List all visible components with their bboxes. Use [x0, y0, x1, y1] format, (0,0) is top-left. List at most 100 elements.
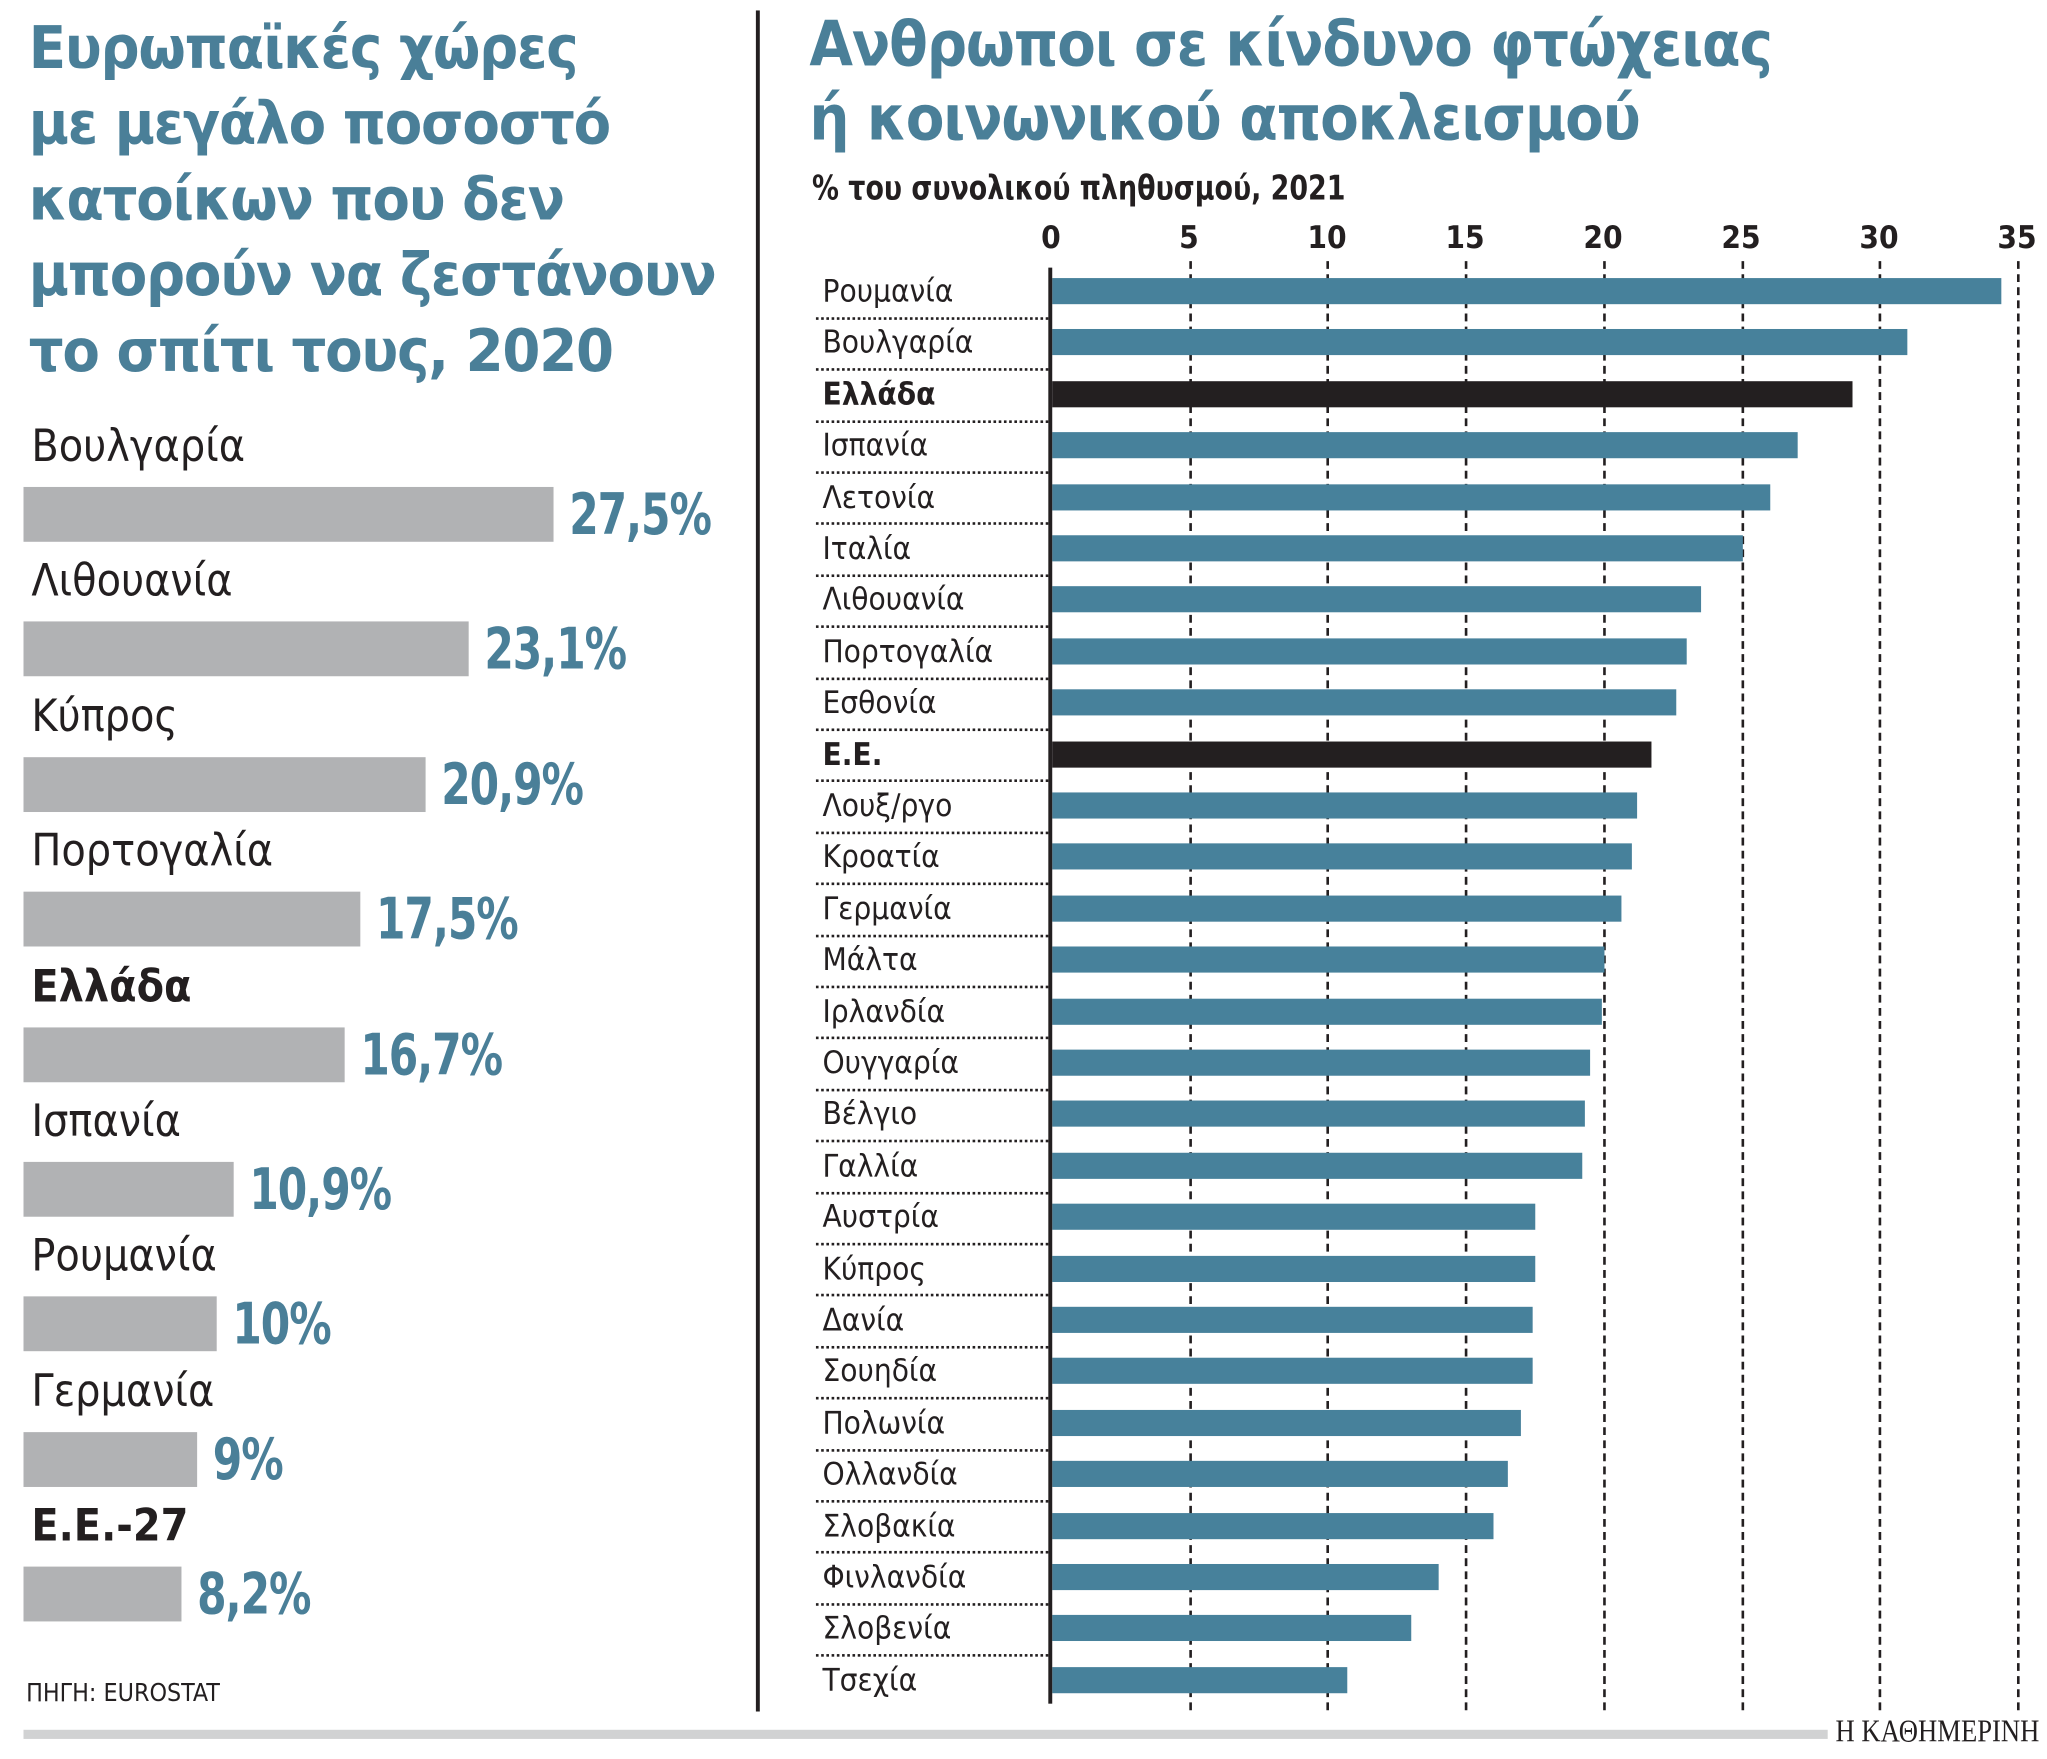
category-label: Πορτογαλία: [31, 825, 274, 878]
title-line: μπορούν να ζεστάνουν: [28, 240, 717, 310]
row-separator: [815, 316, 1049, 320]
right-chart-title: Ανθρωποι σε κίνδυνο φτώχειας ή κοινωνικο…: [809, 7, 1773, 157]
row-separator: [815, 1654, 1049, 1657]
category-label: Γερμανία: [31, 1365, 215, 1418]
y-axis-line: [1048, 267, 1053, 1704]
bar: [1052, 895, 1621, 922]
category-label: Γαλλία: [822, 1147, 919, 1184]
publisher-logo: Η ΚΑΘΗΜΕΡΙΝΗ: [1835, 1715, 2040, 1750]
row-separator: [815, 522, 1049, 526]
x-tick-label: 20: [1583, 219, 1623, 256]
x-tick-label: 10: [1307, 219, 1347, 256]
bar: [1052, 1563, 1439, 1591]
category-label: Μάλτα: [822, 941, 918, 979]
row-separator: [815, 1139, 1049, 1143]
category-label: Ελλάδα: [822, 375, 936, 413]
row-separator: [815, 676, 1049, 680]
title-line: Ανθρωποι σε κίνδυνο φτώχειας: [809, 7, 1773, 81]
bar: [1052, 432, 1798, 459]
data-label: 9%: [212, 1426, 284, 1494]
x-tick-label: 0: [1041, 219, 1061, 256]
bar: [1052, 278, 2002, 305]
row-separator: [815, 779, 1049, 783]
data-label: 17,5%: [376, 886, 519, 954]
category-label: Ολλανδία: [822, 1455, 958, 1493]
row-separator: [815, 1499, 1049, 1503]
source-note: ΠΗΓΗ: EUROSTAT: [26, 1678, 220, 1708]
data-label: 23,1%: [484, 616, 627, 684]
bar: [1052, 1409, 1522, 1436]
gridline: [2016, 261, 2020, 1711]
category-label: Ουγγαρία: [822, 1044, 959, 1081]
x-tick-label: 30: [1859, 219, 1899, 256]
title-line: με μεγάλο ποσοστό: [28, 88, 612, 158]
category-label: Ε.Ε.-27: [31, 1500, 189, 1553]
category-label: Εσθονία: [822, 684, 937, 721]
row-separator: [815, 1448, 1049, 1452]
gridline: [1878, 261, 1882, 1711]
category-label: Πολωνία: [822, 1404, 946, 1442]
column-divider: [755, 10, 760, 1712]
bar: [1052, 638, 1688, 665]
bar: [1052, 329, 1908, 356]
row-separator: [815, 1551, 1049, 1554]
title-line: Ευρωπαϊκές χώρες: [28, 13, 579, 83]
category-label: Ιρλανδία: [822, 992, 946, 1030]
row-separator: [815, 1191, 1049, 1194]
x-tick-label: 15: [1445, 219, 1485, 256]
row-separator: [815, 574, 1049, 577]
bar: [1052, 1461, 1508, 1488]
bar: [1052, 535, 1743, 562]
category-label: Λετονία: [822, 478, 936, 516]
bar: [23, 1431, 197, 1487]
bar: [1052, 586, 1701, 613]
bar: [1052, 1615, 1412, 1642]
gridline: [1740, 261, 1744, 1711]
title-line: το σπίτι τους, 2020: [28, 315, 614, 386]
category-label: Βέλγιο: [822, 1095, 918, 1133]
bar: [1052, 1512, 1494, 1539]
row-separator: [815, 728, 1049, 731]
row-separator: [815, 934, 1049, 937]
row-separator: [815, 368, 1049, 371]
bar: [1052, 380, 1853, 408]
bar: [1052, 1666, 1348, 1693]
title-line: κατοίκων που δεν: [28, 164, 565, 234]
category-label: Κύπρος: [31, 690, 178, 743]
row-separator: [815, 1036, 1049, 1040]
category-label: Σλοβενία: [822, 1610, 952, 1647]
category-label: Αυστρία: [822, 1198, 939, 1236]
gridline: [1602, 261, 1606, 1711]
bar: [1052, 1152, 1583, 1179]
row-separator: [815, 1602, 1049, 1606]
bar: [1052, 1306, 1533, 1333]
category-label: Ελλάδα: [31, 960, 192, 1013]
category-label: Ρουμανία: [822, 272, 954, 310]
row-separator: [815, 625, 1049, 629]
left-chart-title: Ευρωπαϊκές χώρες με μεγάλο ποσοστό κατοί…: [28, 10, 717, 389]
category-label: Φινλανδία: [822, 1558, 967, 1596]
row-separator: [815, 419, 1049, 423]
row-separator: [815, 985, 1049, 989]
x-tick-label: 35: [1997, 219, 2037, 256]
bar: [23, 486, 554, 542]
gridline: [1464, 261, 1468, 1711]
category-label: Λουξ/ργο: [822, 787, 953, 824]
bar: [1052, 689, 1677, 716]
gridline: [1326, 261, 1330, 1711]
bar: [1052, 1358, 1533, 1385]
bar: [1052, 946, 1605, 973]
category-label: Βουλγαρία: [31, 420, 246, 473]
bar: [1052, 1203, 1536, 1231]
category-label: Κύπρος: [822, 1250, 926, 1287]
row-separator: [815, 831, 1049, 834]
row-separator: [815, 1294, 1049, 1297]
gridline: [1188, 261, 1192, 1711]
data-label: 8,2%: [197, 1561, 311, 1629]
row-separator: [815, 471, 1049, 474]
row-separator: [815, 1242, 1049, 1246]
row-separator: [815, 1088, 1049, 1091]
category-label: Κροατία: [822, 838, 940, 876]
bar: [23, 756, 427, 812]
